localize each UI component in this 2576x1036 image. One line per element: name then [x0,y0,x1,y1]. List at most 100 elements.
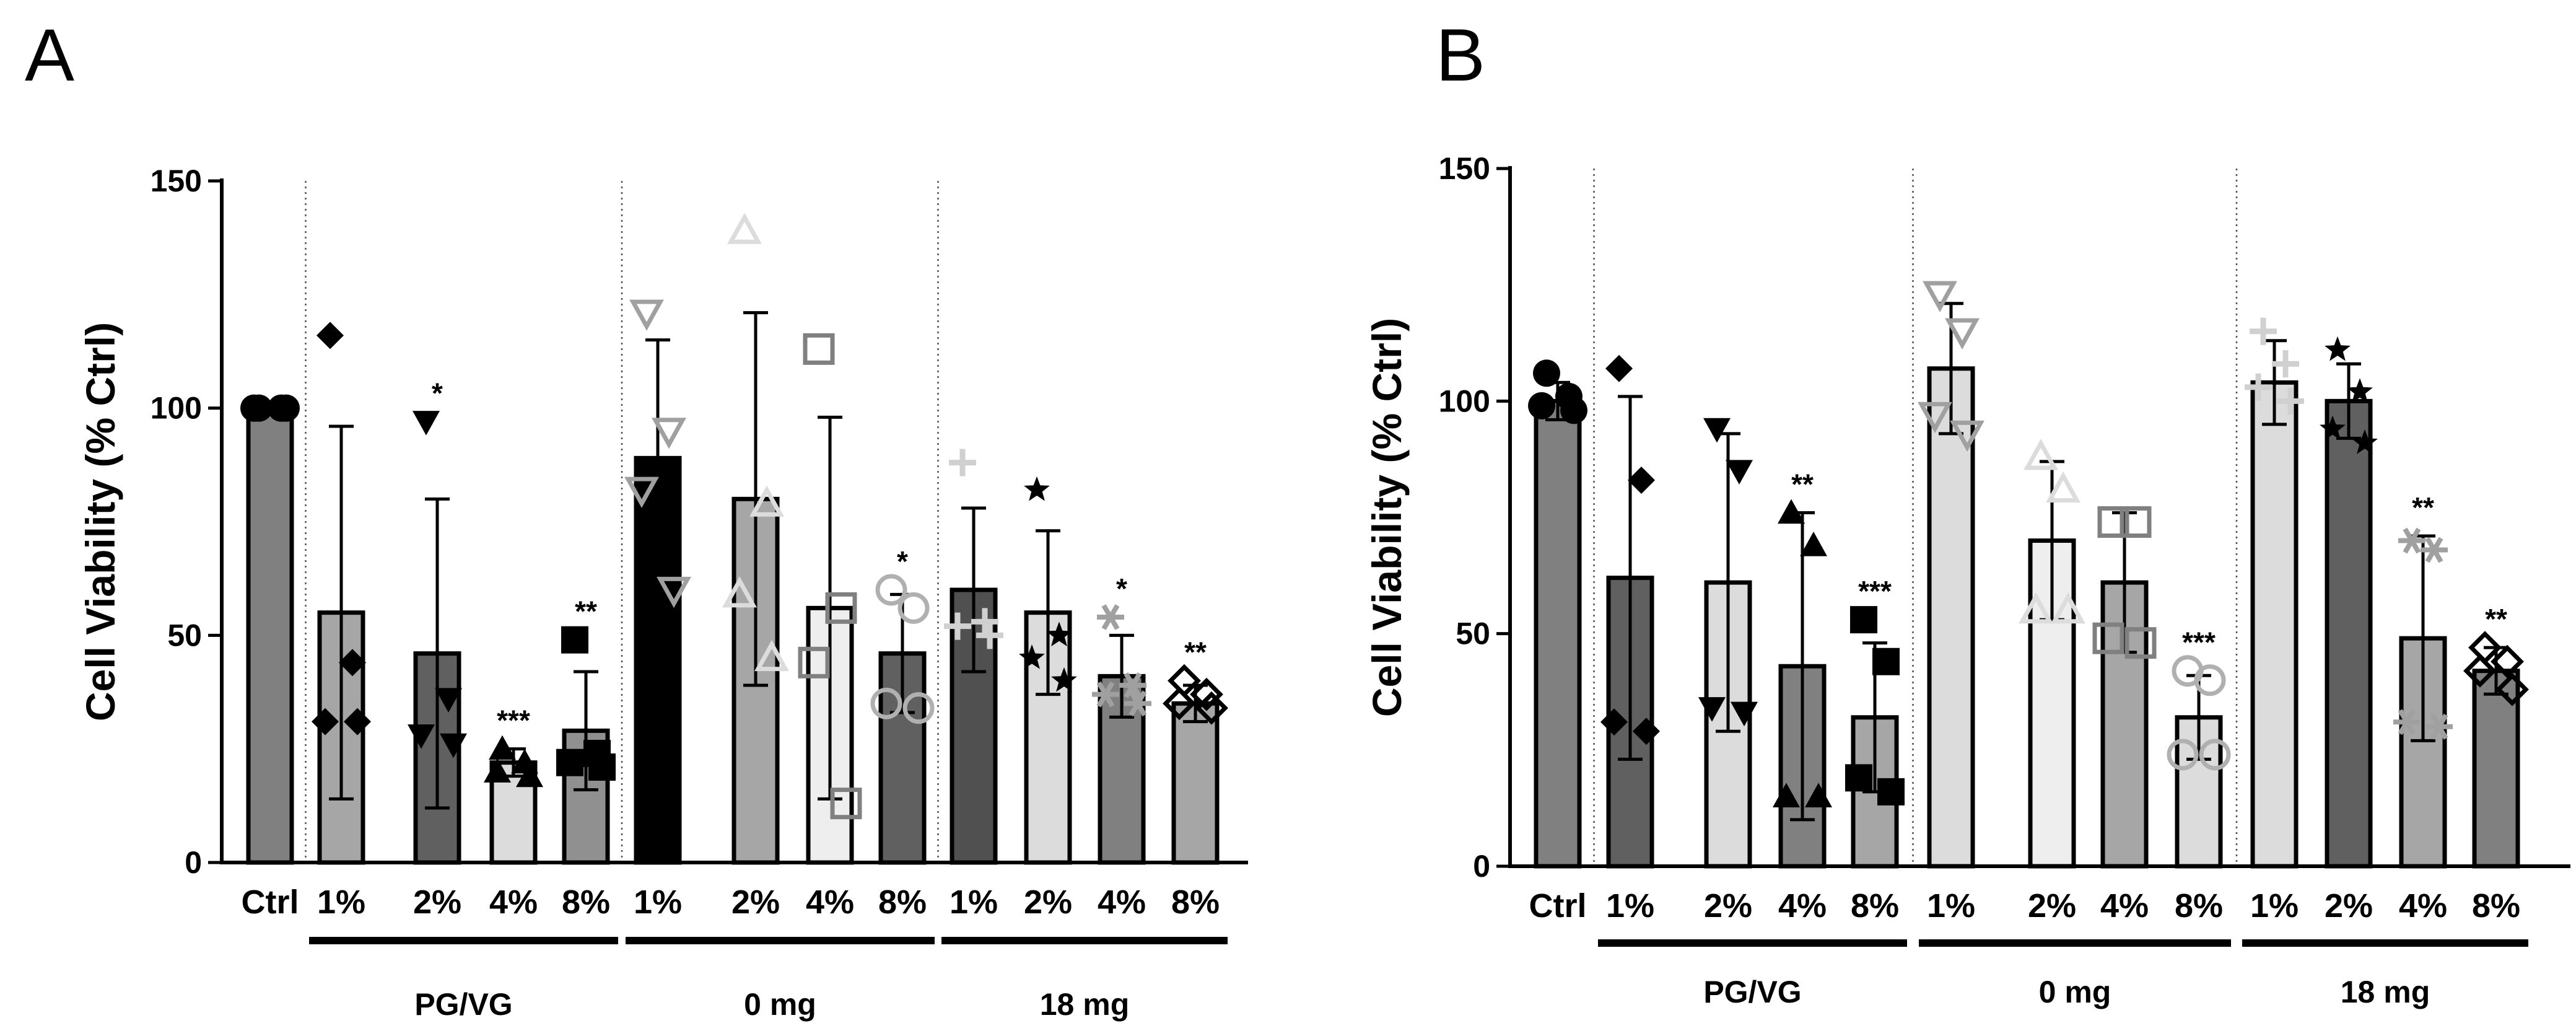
panel-a-data-point [897,592,930,624]
panel-b-data-point [1628,466,1655,494]
panel-b-data-point [1923,281,1957,312]
panel-a-data-point [976,621,1003,649]
panel-a-y-axis-title: Cell Viability (% Ctrl) [77,322,123,721]
panel-b-data-point [1918,402,1952,434]
panel-b-x-tick-label: 1% [1927,887,1975,924]
panel-b-data-point [1703,418,1731,443]
panel-a-x-tick-label: 4% [1098,884,1146,921]
panel-b-bar [2250,380,2299,869]
panel-b-data-point [1560,397,1587,424]
panel-a-data-point [825,592,857,624]
panel-b-data-point [2325,336,2351,361]
panel-a-data-point [722,576,757,608]
panel-b-significance-label: ** [2412,491,2434,524]
panel-a-data-point [749,485,784,517]
panel-a-data-point [273,394,300,422]
panel-b-data-point [2495,672,2529,706]
panel-b-y-tick-label: 100 [1439,384,1490,418]
panel-a-data-point [949,449,976,476]
panel-b-data-point [1528,392,1555,419]
panel-a-data-point [1124,690,1151,717]
panel-b-x-tick-label: Ctrl [1529,887,1587,924]
panel-a-significance-label: * [1116,573,1127,605]
panel-a-data-point [408,724,435,749]
panel-a-data-point [413,411,440,436]
panel-b-data-point [2097,506,2129,538]
panel-a-data-point [1097,604,1124,630]
panel-b-x-tick-label: 4% [1778,887,1827,924]
panel-a-x-tick-label: 8% [562,884,610,921]
panel-b-data-point [2092,622,2124,654]
panel-label-a: A [25,14,74,97]
panel-b-data-point [2352,429,2378,454]
panel-b-y-tick-label: 150 [1439,151,1490,186]
panel-a-data-point [902,692,935,724]
panel-a-data-point [830,788,862,820]
panel-a-significance-label: * [432,377,443,410]
panel-b-x-tick-label: 2% [1704,887,1752,924]
panel-b-data-point [1845,764,1872,792]
panel-a-group-label: PG/VG [414,987,512,1022]
panel-a-bar [1171,701,1220,865]
panel-a-data-point [1051,667,1077,692]
panel-b-data-point [2491,644,2524,678]
panel-a-data-point [588,753,616,781]
panel-b-data-point [1945,318,1980,349]
panel-b-data-point [1800,532,1827,556]
panel-b-data-point [2019,592,2053,624]
panel-a-data-point [754,639,789,672]
panel-b-data-point [2124,627,2157,659]
panel-b-data-point [1877,778,1905,806]
panel-a-group-label: 0 mg [744,987,816,1022]
panel-b-x-tick-label: 1% [1606,887,1654,924]
panel-a-y-tick-label: 0 [185,845,202,880]
panel-b-bar [1927,366,1975,869]
panel-b-data-point [2272,350,2299,378]
panel-a-data-point [971,608,998,636]
panel-a-data-point [339,649,366,677]
panel-a-bar [246,406,294,865]
panel-a-data-point [624,476,659,508]
panel-label-b: B [1436,14,1485,97]
panel-b-data-point [1778,499,1805,524]
panel-a-x-tick-label: 1% [950,884,998,921]
panel-b-bar [1534,398,1582,869]
panel-a-data-point [803,333,835,365]
panel-a-data-point [1046,621,1072,647]
panel-b-x-tick-label: 2% [2325,887,2373,924]
chart-panel-b: Cell Viability (% Ctrl) Ctrl 1% 2% ** 4% *** 8%… [1364,151,2570,1009]
panel-a-x-tick-label: 1% [634,884,682,921]
panel-a-data-point [1019,644,1045,669]
panel-b-data-point [2199,739,2231,771]
panel-b-group-label: 18 mg [2341,975,2430,1009]
panel-a-data-point [516,762,543,788]
panel-b-data-point [1872,648,1900,675]
panel-a-x-tick-label: 8% [878,884,927,921]
panel-b-x-tick-label: 2% [2028,887,2076,924]
panel-b-data-point [2277,387,2304,415]
panel-b-significance-label: ** [2485,603,2507,635]
panel-a-data-point [944,612,971,640]
panel-b-group-label: 0 mg [2039,975,2111,1009]
panel-b-data-point [2398,527,2425,554]
panel-a-data-point [657,576,691,608]
panel-b-data-point [1850,606,1877,634]
panel-b-data-point [1726,460,1753,485]
panel-a-x-tick-label: 8% [1171,884,1220,921]
panel-a-data-point [561,626,588,654]
panel-a-x-tick-label: 1% [317,884,365,921]
panel-b-data-point [1773,783,1800,807]
panel-b-data-point [1950,420,1984,452]
panel-a-data-point [344,708,371,735]
panel-b-significance-label: *** [1858,575,1892,607]
panel-a-x-tick-label: 2% [413,884,461,921]
panel-a-data-point [1168,664,1201,698]
panel-b-data-point [2320,415,2346,441]
panel-b-y-axis-title: Cell Viability (% Ctrl) [1364,318,1410,717]
panel-a-significance-label: *** [497,705,530,737]
panel-b-data-point [1731,701,1758,727]
panel-a-data-point [1163,687,1196,721]
panel-a-data-point [1190,677,1223,711]
panel-b-y-tick-label: 0 [1473,849,1490,884]
